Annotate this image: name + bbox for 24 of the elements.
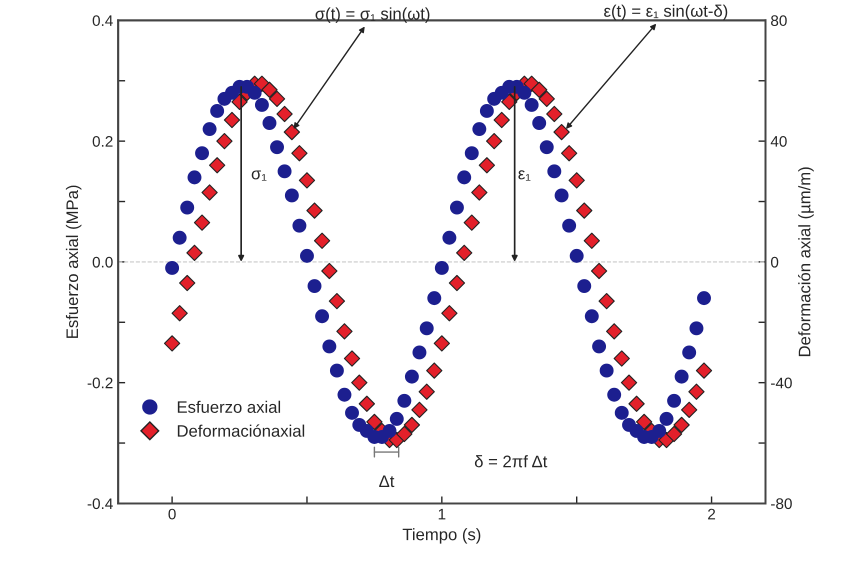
annotation: σ(t) = σ₁ sin(ωt): [316, 7, 430, 23]
annotation: σ₁: [252, 170, 266, 181]
y2-tick-label: 40: [770, 136, 787, 147]
legend-label: Esfuerzo axial: [178, 400, 280, 413]
y-tick-label: -0.2: [88, 378, 113, 388]
annotation: δ = 2πf Δt: [474, 455, 548, 468]
y-tick-label: 0.2: [92, 136, 113, 147]
x-tick-label: 1: [438, 508, 446, 520]
y-tick-label: -0.4: [88, 498, 113, 510]
legend-label: Deformaciónaxial: [178, 424, 304, 437]
y-tick-label: 0.4: [92, 15, 113, 26]
annotation: ε₁: [518, 170, 530, 181]
y2-tick-label: 80: [771, 15, 787, 26]
annotation: ε(t) = ε₁ sin(ωt-δ): [604, 4, 728, 20]
y-axis-title: Esfuerzo axial (MPa): [66, 186, 82, 338]
x-tick-label: 0: [168, 508, 176, 520]
annotation: Δt: [379, 476, 394, 488]
y2-tick-label: 0: [770, 256, 778, 268]
y2-tick-label: -80: [771, 498, 792, 510]
y2-tick-label: -40: [771, 378, 792, 388]
x-axis-title: Tiempo (s): [402, 528, 480, 544]
x-tick-label: 2: [708, 508, 716, 520]
y2-axis-title: Deformación axial (µm/m): [798, 167, 814, 356]
y-tick-label: 0.0: [92, 256, 113, 268]
